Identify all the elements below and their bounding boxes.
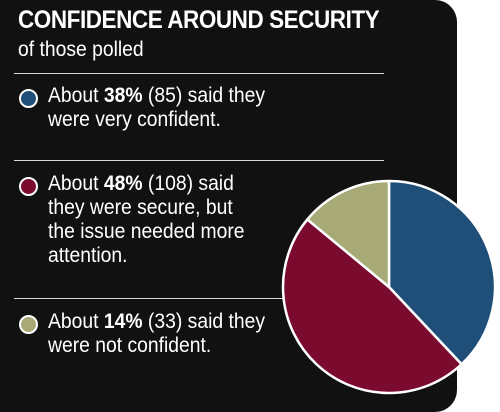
chart-title: CONFIDENCE AROUND SECURITY: [18, 6, 380, 34]
legend-item-very-confident: About 38% (85) said they were very confi…: [48, 84, 269, 132]
pie-slice-very-confident: [387, 179, 497, 366]
legend-count: (33): [147, 310, 183, 333]
legend-percent: 14%: [103, 310, 143, 333]
legend-count: (108): [147, 172, 194, 195]
divider: [14, 73, 384, 74]
chart-subtitle: of those polled: [18, 38, 144, 61]
legend-count: (85): [147, 84, 183, 107]
divider: [14, 160, 384, 161]
pie-slice-secure-needs-attention: [281, 218, 463, 395]
legend-description: said they were secure, but the issue nee…: [48, 172, 245, 267]
legend-description: said they were not confident.: [48, 310, 266, 357]
legend-description: said they were very confident.: [48, 84, 266, 131]
legend-item-not-confident: About 14% (33) said they were not confid…: [48, 310, 269, 358]
legend-item-secure-needs-attention: About 48% (108) said they were secure, b…: [48, 172, 260, 268]
legend-prefix: About: [48, 172, 99, 195]
legend-dot-not-confident: [19, 315, 38, 334]
legend-prefix: About: [48, 84, 99, 107]
pie-slice-not-confident: [306, 179, 391, 289]
legend-dot-secure-needs-attention: [19, 177, 38, 196]
legend-percent: 38%: [103, 84, 143, 107]
divider: [14, 298, 384, 299]
legend-percent: 48%: [103, 172, 143, 195]
legend-dot-very-confident: [19, 89, 38, 108]
legend-prefix: About: [48, 310, 99, 333]
pie-chart: [281, 179, 497, 395]
